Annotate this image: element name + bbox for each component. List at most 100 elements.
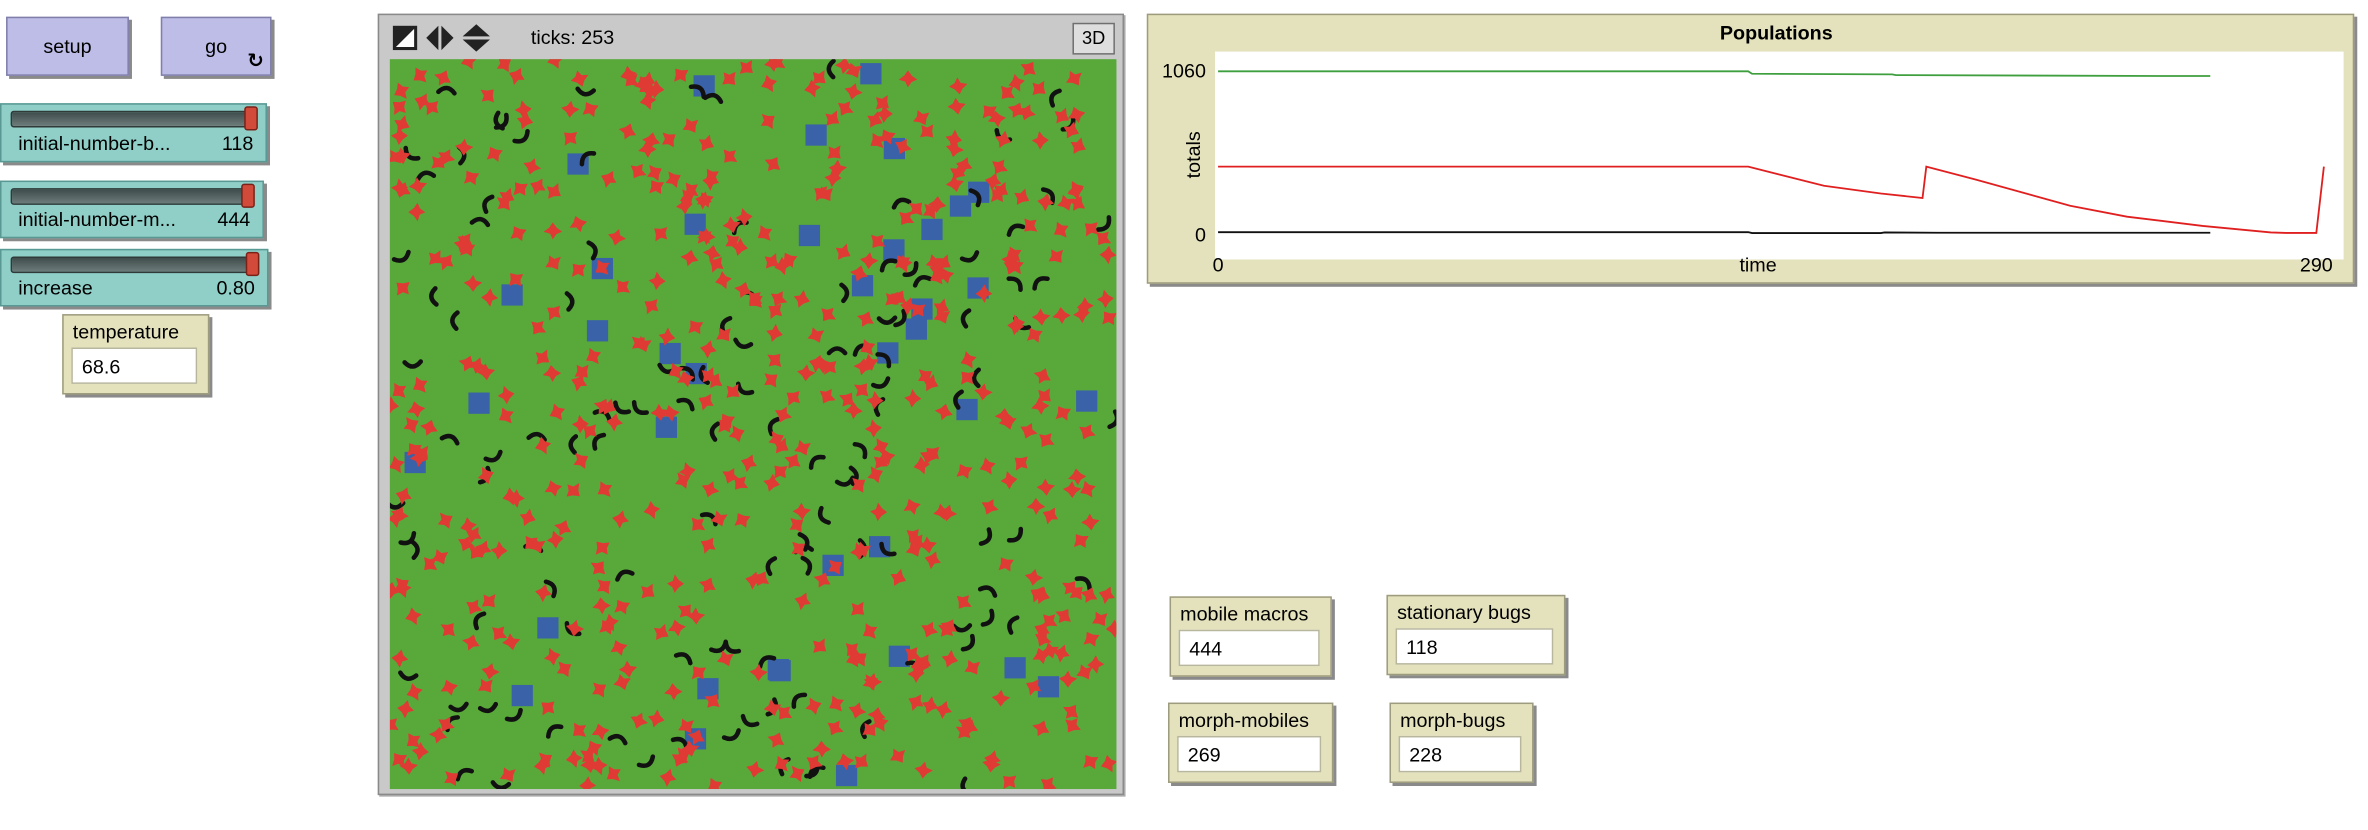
macro-agent: [704, 694, 720, 708]
macro-agent: [895, 254, 913, 273]
slider-label: initial-number-m...: [18, 207, 177, 231]
macro-agent: [851, 477, 866, 493]
macro-agent: [701, 367, 716, 383]
macro-agent: [813, 572, 831, 588]
macro-agent: [1020, 422, 1038, 439]
macro-agent: [1040, 777, 1057, 790]
slider-handle[interactable]: [244, 106, 258, 131]
slider-track[interactable]: [10, 188, 254, 205]
macro-agent: [1007, 102, 1025, 118]
monitor-value: 444: [1178, 629, 1320, 667]
macro-agent: [844, 402, 863, 420]
macro-agent: [678, 718, 694, 734]
slider-initial-number-macros[interactable]: initial-number-m... 444: [0, 180, 264, 239]
macro-agent: [921, 621, 939, 638]
macro-agent: [961, 371, 975, 385]
macro-agent: [914, 761, 933, 779]
macro-agent: [434, 70, 451, 86]
macro-agent: [411, 742, 429, 761]
view-toolbar: [391, 21, 491, 54]
macro-agent: [397, 700, 414, 719]
macro-agent: [477, 466, 494, 485]
go-button[interactable]: go ↻: [160, 16, 272, 76]
macro-agent: [497, 385, 515, 405]
macro-agent: [766, 323, 783, 342]
macro-agent: [475, 540, 492, 559]
slider-increase[interactable]: increase 0.80: [0, 248, 269, 307]
macro-agent: [546, 183, 561, 199]
slider-handle[interactable]: [245, 251, 260, 277]
macro-agent: [926, 447, 940, 462]
macro-agent: [764, 253, 779, 269]
stationary-agent: [883, 239, 905, 261]
vertical-arrows-icon[interactable]: [461, 23, 491, 53]
slider-initial-number-bugs[interactable]: initial-number-b... 118: [0, 103, 267, 163]
macro-agent: [454, 138, 474, 156]
macro-agent: [903, 498, 921, 515]
world-canvas[interactable]: [389, 59, 1117, 790]
macro-agent: [665, 171, 681, 188]
macro-agent: [904, 389, 922, 408]
macro-agent: [583, 424, 597, 440]
bug-agent: [733, 337, 754, 350]
horizontal-arrows-icon[interactable]: [425, 24, 455, 51]
macro-agent: [1041, 642, 1060, 659]
macro-agent: [392, 383, 407, 398]
monitor-label: morph-mobiles: [1178, 708, 1310, 732]
bug-agent: [436, 85, 457, 96]
slider-track[interactable]: [10, 256, 258, 274]
bug-agent: [415, 170, 437, 182]
macro-agent: [752, 571, 769, 587]
macro-agent: [1058, 670, 1078, 688]
macro-agent: [638, 140, 657, 158]
macro-agent: [844, 83, 863, 100]
macro-agent: [595, 259, 610, 275]
monitor-label: mobile macros: [1180, 602, 1309, 626]
bug-agent: [959, 250, 980, 263]
macro-agent: [643, 501, 661, 520]
macro-agent: [716, 650, 734, 667]
macro-agent: [824, 168, 842, 187]
ticks-counter: ticks: 253: [530, 25, 615, 49]
bug-agent: [568, 434, 579, 455]
macro-agent: [956, 464, 973, 480]
macro-agent: [718, 419, 733, 433]
macro-agent: [716, 327, 731, 342]
macro-agent: [1037, 193, 1055, 212]
macro-agent: [774, 256, 792, 276]
y-axis-label: totals: [1183, 131, 1205, 178]
macro-agent: [789, 517, 804, 533]
macro-agent: [549, 403, 566, 421]
macro-agent: [807, 327, 825, 343]
macro-agent: [514, 100, 532, 119]
macro-agent: [1099, 245, 1117, 265]
macro-agent: [746, 761, 765, 778]
setup-button[interactable]: setup: [6, 16, 129, 76]
macro-agent: [586, 347, 601, 364]
macro-agent: [554, 520, 572, 536]
macro-agent: [438, 254, 454, 271]
macro-agent: [911, 303, 926, 318]
bug-agent: [545, 724, 564, 739]
3d-button[interactable]: 3D: [1072, 22, 1115, 55]
bug-agent: [1074, 576, 1092, 592]
macro-agent: [674, 68, 689, 82]
slider-handle[interactable]: [241, 183, 255, 208]
macro-agent: [875, 95, 889, 110]
macro-agent: [499, 767, 516, 782]
macro-agent: [565, 749, 583, 768]
bug-agent: [721, 728, 741, 742]
macro-agent: [1102, 311, 1117, 326]
macro-agent: [661, 405, 680, 422]
macro-agent: [1096, 289, 1114, 309]
macro-agent: [612, 510, 629, 529]
macro-agent: [921, 696, 939, 714]
bug-agent: [403, 145, 421, 161]
monitor-value: 118: [1395, 628, 1554, 665]
bug-agent: [698, 364, 710, 385]
macro-agent: [542, 364, 562, 382]
macro-agent: [734, 513, 751, 528]
macro-agent: [828, 559, 842, 575]
slider-track[interactable]: [10, 110, 257, 128]
world-resize-icon[interactable]: [391, 24, 418, 51]
